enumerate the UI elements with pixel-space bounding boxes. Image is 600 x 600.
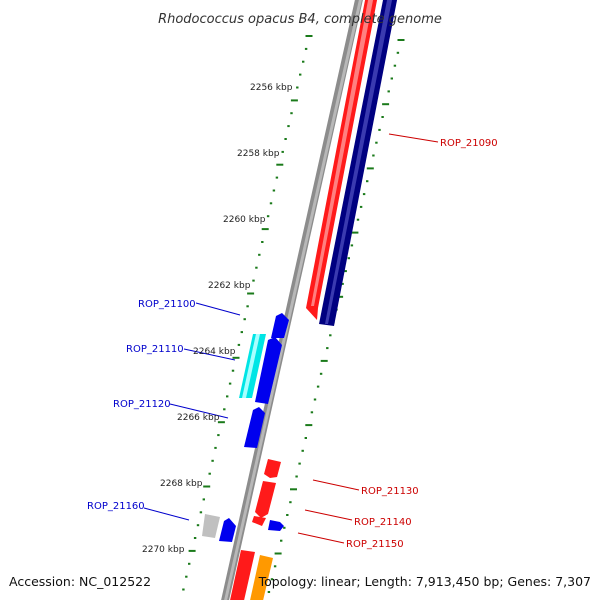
kbp-label: 2264 kbp	[193, 347, 236, 357]
accession-text: Accession: NC_012522	[9, 574, 151, 589]
gene-rop-21160[interactable]	[202, 514, 236, 542]
kbp-label: 2258 kbp	[237, 149, 280, 159]
gene-bottom-partial	[230, 550, 273, 600]
label-rop-21120[interactable]: ROP_21120	[113, 399, 171, 410]
kbp-label: 2256 kbp	[250, 83, 293, 93]
gene-rop-21150[interactable]	[268, 520, 284, 531]
label-leaders	[143, 133, 439, 544]
label-rop-21150[interactable]: ROP_21150	[346, 539, 404, 550]
label-rop-21100[interactable]: ROP_21100	[138, 299, 196, 310]
label-rop-21160[interactable]: ROP_21160	[87, 501, 145, 512]
map-title: Rhodococcus opacus B4, complete genome	[158, 12, 442, 27]
gene-rop-21110[interactable]	[239, 334, 282, 404]
gene-rop-21140[interactable]	[252, 481, 276, 526]
kbp-label: 2262 kbp	[208, 281, 251, 291]
kbp-label: 2260 kbp	[223, 215, 266, 225]
gene-rop-21090[interactable]	[306, 0, 398, 326]
right-tick-track	[267, 39, 405, 593]
label-rop-21140[interactable]: ROP_21140	[354, 517, 412, 528]
label-rop-21110[interactable]: ROP_21110	[126, 344, 184, 355]
kbp-label: 2268 kbp	[160, 479, 203, 489]
label-rop-21130[interactable]: ROP_21130	[361, 486, 419, 497]
kbp-label: 2266 kbp	[177, 413, 220, 423]
gene-rop-21100[interactable]	[271, 313, 289, 338]
genome-backbone	[221, 0, 363, 600]
label-rop-21090[interactable]: ROP_21090	[440, 138, 498, 149]
gene-rop-21120[interactable]	[244, 407, 265, 448]
gene-rop-21130[interactable]	[264, 459, 281, 478]
summary-text: Topology: linear; Length: 7,913,450 bp; …	[258, 574, 591, 589]
kbp-label: 2270 kbp	[142, 545, 185, 555]
left-tick-track	[182, 35, 313, 591]
